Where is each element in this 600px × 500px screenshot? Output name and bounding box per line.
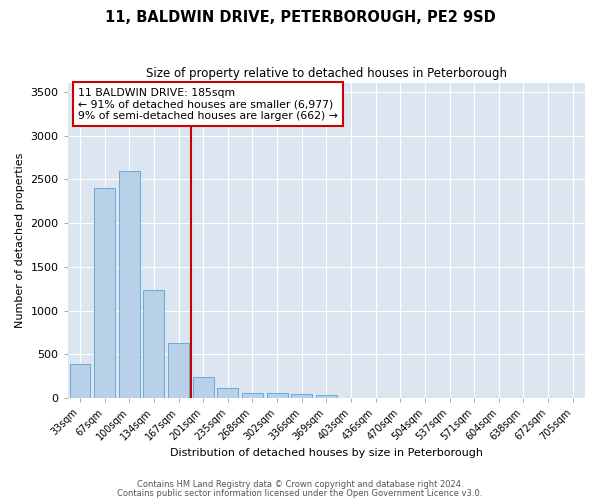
- Title: Size of property relative to detached houses in Peterborough: Size of property relative to detached ho…: [146, 68, 507, 80]
- Bar: [217, 388, 238, 398]
- Bar: [193, 377, 214, 398]
- X-axis label: Distribution of detached houses by size in Peterborough: Distribution of detached houses by size …: [170, 448, 483, 458]
- Y-axis label: Number of detached properties: Number of detached properties: [15, 153, 25, 328]
- Text: 11, BALDWIN DRIVE, PETERBOROUGH, PE2 9SD: 11, BALDWIN DRIVE, PETERBOROUGH, PE2 9SD: [104, 10, 496, 25]
- Bar: [143, 290, 164, 398]
- Bar: [316, 396, 337, 398]
- Text: 11 BALDWIN DRIVE: 185sqm
← 91% of detached houses are smaller (6,977)
9% of semi: 11 BALDWIN DRIVE: 185sqm ← 91% of detach…: [78, 88, 338, 121]
- Text: Contains public sector information licensed under the Open Government Licence v3: Contains public sector information licen…: [118, 488, 482, 498]
- Bar: [291, 394, 312, 398]
- Bar: [168, 343, 189, 398]
- Bar: [70, 364, 91, 398]
- Bar: [119, 170, 140, 398]
- Bar: [94, 188, 115, 398]
- Bar: [242, 393, 263, 398]
- Bar: [266, 393, 287, 398]
- Text: Contains HM Land Registry data © Crown copyright and database right 2024.: Contains HM Land Registry data © Crown c…: [137, 480, 463, 489]
